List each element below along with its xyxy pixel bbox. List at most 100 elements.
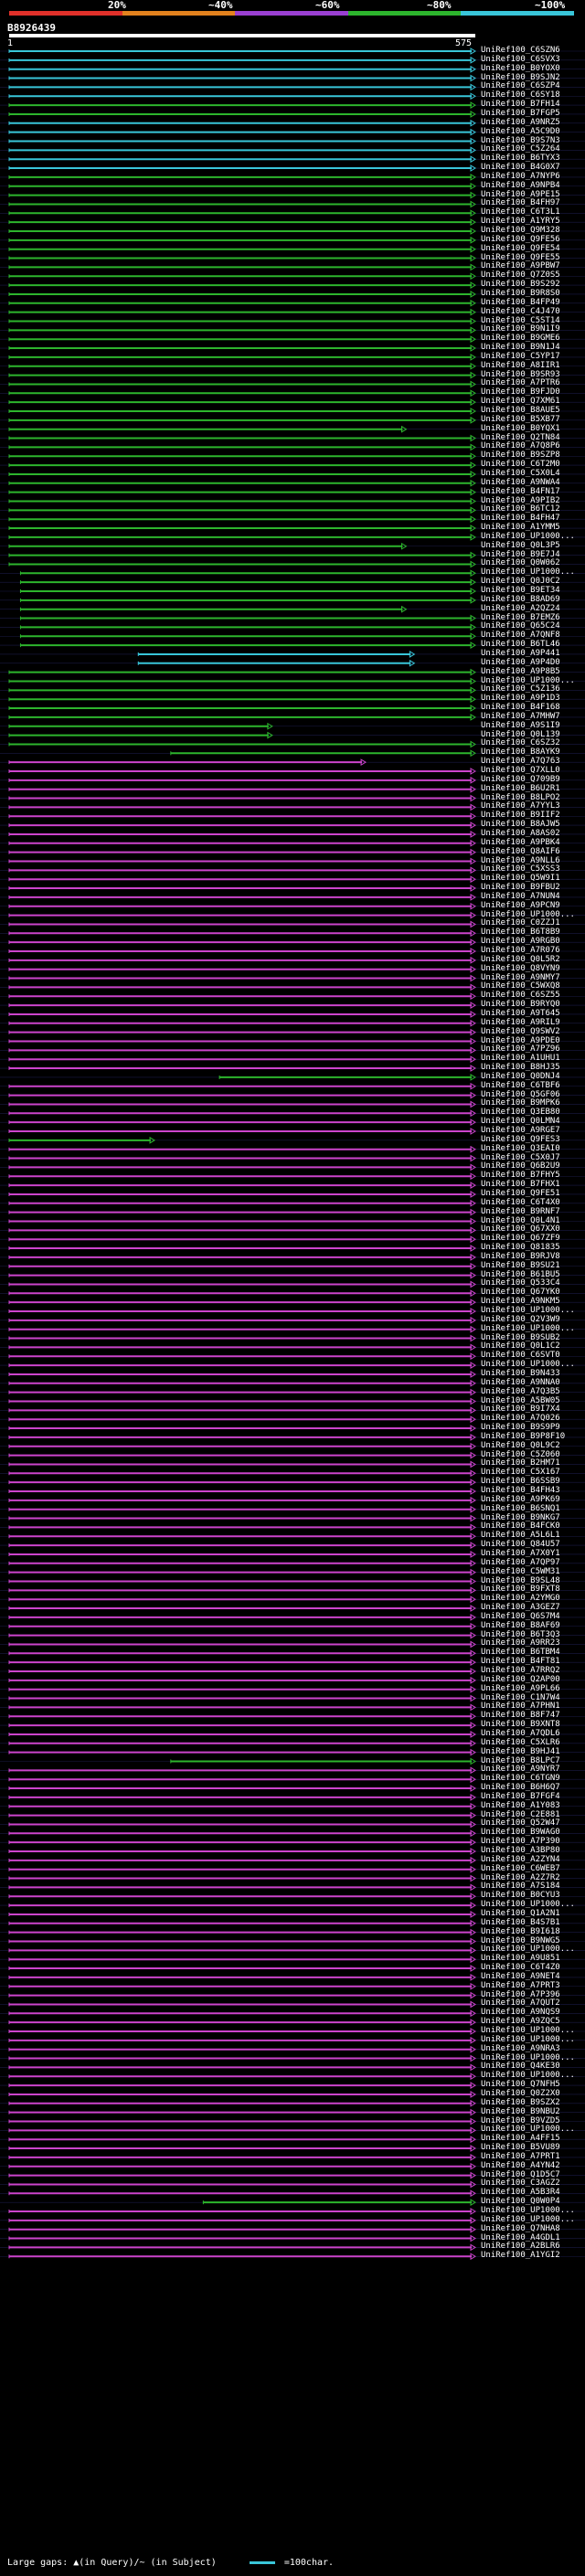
- hit-label[interactable]: UniRef100_Q0L3P5: [481, 540, 560, 550]
- hit-label[interactable]: UniRef100_B9N1J4: [481, 343, 560, 353]
- hit-label[interactable]: UniRef100_A1Y083: [481, 1800, 560, 1810]
- hit-label[interactable]: UniRef100_A9PCN9: [481, 900, 560, 910]
- hit-label[interactable]: UniRef100_B4FCK0: [481, 1521, 560, 1532]
- hit-label[interactable]: UniRef100_A7P390: [481, 1837, 560, 1847]
- hit-label[interactable]: UniRef100_B9RYQ0: [481, 1000, 560, 1010]
- hit-label[interactable]: UniRef100_B7FGF4: [481, 1791, 560, 1801]
- hit-label[interactable]: UniRef100_Q0DNJ4: [481, 1071, 560, 1081]
- hit-label[interactable]: UniRef100_B9E7J4: [481, 549, 560, 559]
- hit-label[interactable]: UniRef100_Q7XLL0: [481, 766, 560, 775]
- hit-label[interactable]: UniRef100_B8AUE5: [481, 406, 560, 415]
- hit-label[interactable]: UniRef100_B9N433: [481, 1368, 560, 1378]
- hit-label[interactable]: UniRef100_A7Q026: [481, 1414, 560, 1424]
- hit-label[interactable]: UniRef100_Q3EB80: [481, 1108, 560, 1118]
- hit-label[interactable]: UniRef100_B6H6Q7: [481, 1783, 560, 1793]
- hit-label[interactable]: UniRef100_B9FBU2: [481, 883, 560, 893]
- hit-label[interactable]: UniRef100_A7P396: [481, 1989, 560, 1999]
- hit-label[interactable]: UniRef100_Q9FES3: [481, 1134, 560, 1144]
- hit-label[interactable]: UniRef100_UP1000...: [481, 2052, 575, 2062]
- hit-label[interactable]: UniRef100_B9FJD0: [481, 387, 560, 398]
- hit-label[interactable]: UniRef100_A7QUT2: [481, 1998, 560, 2009]
- hit-label[interactable]: UniRef100_C6SY18: [481, 90, 560, 101]
- hit-label[interactable]: UniRef100_Q2TN84: [481, 432, 560, 442]
- hit-label[interactable]: UniRef100_A7NUN4: [481, 891, 560, 901]
- hit-label[interactable]: UniRef100_B9MPK6: [481, 1098, 560, 1108]
- hit-label[interactable]: UniRef100_Q0L5R2: [481, 954, 560, 964]
- hit-label[interactable]: UniRef100_A1YMM5: [481, 523, 560, 533]
- hit-label[interactable]: UniRef100_A9NWA4: [481, 477, 560, 487]
- hit-label[interactable]: UniRef100_B61BU5: [481, 1269, 560, 1279]
- hit-label[interactable]: UniRef100_Q1D5C7: [481, 2169, 560, 2179]
- hit-label[interactable]: UniRef100_B9GME6: [481, 334, 560, 344]
- hit-label[interactable]: UniRef100_A9PIB2: [481, 495, 560, 505]
- hit-label[interactable]: UniRef100_Q3EAI0: [481, 1143, 560, 1153]
- hit-label[interactable]: UniRef100_A4FF15: [481, 2134, 560, 2144]
- hit-label[interactable]: UniRef100_B9I618: [481, 1926, 560, 1936]
- hit-label[interactable]: UniRef100_A9RR23: [481, 1638, 560, 1648]
- hit-label[interactable]: UniRef100_A7RRQ2: [481, 1666, 560, 1675]
- hit-label[interactable]: UniRef100_Q4KE30: [481, 2062, 560, 2072]
- hit-label[interactable]: UniRef100_A5C9D0: [481, 126, 560, 136]
- hit-label[interactable]: UniRef100_B9S9P9: [481, 1423, 560, 1433]
- hit-label[interactable]: UniRef100_B9HJ41: [481, 1746, 560, 1756]
- hit-label[interactable]: UniRef100_B8AF69: [481, 1620, 560, 1630]
- hit-label[interactable]: UniRef100_Q709B9: [481, 774, 560, 784]
- hit-label[interactable]: UniRef100_Q533C4: [481, 1278, 560, 1288]
- hit-label[interactable]: UniRef100_A9NKM5: [481, 1297, 560, 1307]
- hit-label[interactable]: UniRef100_Q65C24: [481, 621, 560, 631]
- hit-label[interactable]: UniRef100_B4FT81: [481, 1657, 560, 1667]
- hit-label[interactable]: UniRef100_Q84U57: [481, 1540, 560, 1550]
- hit-label[interactable]: UniRef100_B4FH47: [481, 514, 560, 524]
- hit-label[interactable]: UniRef100_B4G0X7: [481, 163, 560, 173]
- hit-label[interactable]: UniRef100_Q9FE56: [481, 234, 560, 244]
- hit-label[interactable]: UniRef100_B9VZD5: [481, 2115, 560, 2125]
- hit-label[interactable]: UniRef100_A9P4D0: [481, 657, 560, 667]
- hit-label[interactable]: UniRef100_A9S1I9: [481, 720, 560, 730]
- hit-label[interactable]: UniRef100_A7MHW7: [481, 711, 560, 721]
- hit-label[interactable]: UniRef100_B9SZX2: [481, 2097, 560, 2107]
- hit-label[interactable]: UniRef100_UP1000...: [481, 675, 575, 685]
- hit-label[interactable]: UniRef100_Q2V3W9: [481, 1314, 560, 1324]
- hit-label[interactable]: UniRef100_A9RIL9: [481, 1017, 560, 1027]
- hit-label[interactable]: UniRef100_Q67YK0: [481, 1288, 560, 1298]
- hit-label[interactable]: UniRef100_A9NYR7: [481, 1765, 560, 1775]
- hit-label[interactable]: UniRef100_A9NQS9: [481, 2008, 560, 2018]
- hit-label[interactable]: UniRef100_C6T2M0: [481, 460, 560, 470]
- hit-label[interactable]: UniRef100_B4FH43: [481, 1486, 560, 1495]
- hit-label[interactable]: UniRef100_B6TBM4: [481, 1648, 560, 1658]
- hit-label[interactable]: UniRef100_B9S292: [481, 280, 560, 290]
- hit-label[interactable]: UniRef100_C6SZ55: [481, 991, 560, 1001]
- hit-label[interactable]: UniRef100_A9PBK4: [481, 837, 560, 847]
- hit-label[interactable]: UniRef100_A9NRZ5: [481, 117, 560, 127]
- hit-label[interactable]: UniRef100_C5WXQ8: [481, 981, 560, 991]
- hit-label[interactable]: UniRef100_B9SU21: [481, 1260, 560, 1270]
- hit-label[interactable]: UniRef100_A7QNF8: [481, 631, 560, 641]
- hit-label[interactable]: UniRef100_B6U2R1: [481, 783, 560, 793]
- hit-label[interactable]: UniRef100_Q8VYN9: [481, 963, 560, 973]
- hit-label[interactable]: UniRef100_B7FHX1: [481, 1180, 560, 1190]
- hit-label[interactable]: UniRef100_B9ET34: [481, 586, 560, 595]
- hit-label[interactable]: UniRef100_Q0Z2X0: [481, 2088, 560, 2098]
- hit-label[interactable]: UniRef100_A9PE15: [481, 189, 560, 199]
- hit-label[interactable]: UniRef100_B7EMZ6: [481, 612, 560, 622]
- hit-label[interactable]: UniRef100_C5XSS3: [481, 864, 560, 875]
- hit-label[interactable]: UniRef100_A2QZ24: [481, 603, 560, 613]
- hit-label[interactable]: UniRef100_B6T3Q3: [481, 1629, 560, 1639]
- hit-label[interactable]: UniRef100_B9NWG5: [481, 1935, 560, 1945]
- hit-label[interactable]: UniRef100_A9NMY7: [481, 972, 560, 982]
- hit-label[interactable]: UniRef100_A1UHU1: [481, 1054, 560, 1064]
- hit-label[interactable]: UniRef100_B8AD69: [481, 594, 560, 604]
- hit-label[interactable]: UniRef100_A9NPB4: [481, 180, 560, 190]
- hit-label[interactable]: UniRef100_A2BLR6: [481, 2242, 560, 2252]
- hit-label[interactable]: UniRef100_Q7Z0S5: [481, 270, 560, 281]
- hit-label[interactable]: UniRef100_Q0LMN4: [481, 1117, 560, 1127]
- hit-label[interactable]: UniRef100_B4FP49: [481, 297, 560, 307]
- hit-label[interactable]: UniRef100_A5B3R4: [481, 2188, 560, 2198]
- hit-label[interactable]: UniRef100_A7R076: [481, 946, 560, 955]
- hit-label[interactable]: UniRef100_C5XLR6: [481, 1737, 560, 1747]
- hit-label[interactable]: UniRef100_A7QP97: [481, 1557, 560, 1567]
- hit-label[interactable]: UniRef100_C5X167: [481, 1468, 560, 1478]
- hit-label[interactable]: UniRef100_C6SZ32: [481, 738, 560, 748]
- hit-label[interactable]: UniRef100_C5YP17: [481, 351, 560, 361]
- hit-label[interactable]: UniRef100_Q0L139: [481, 729, 560, 739]
